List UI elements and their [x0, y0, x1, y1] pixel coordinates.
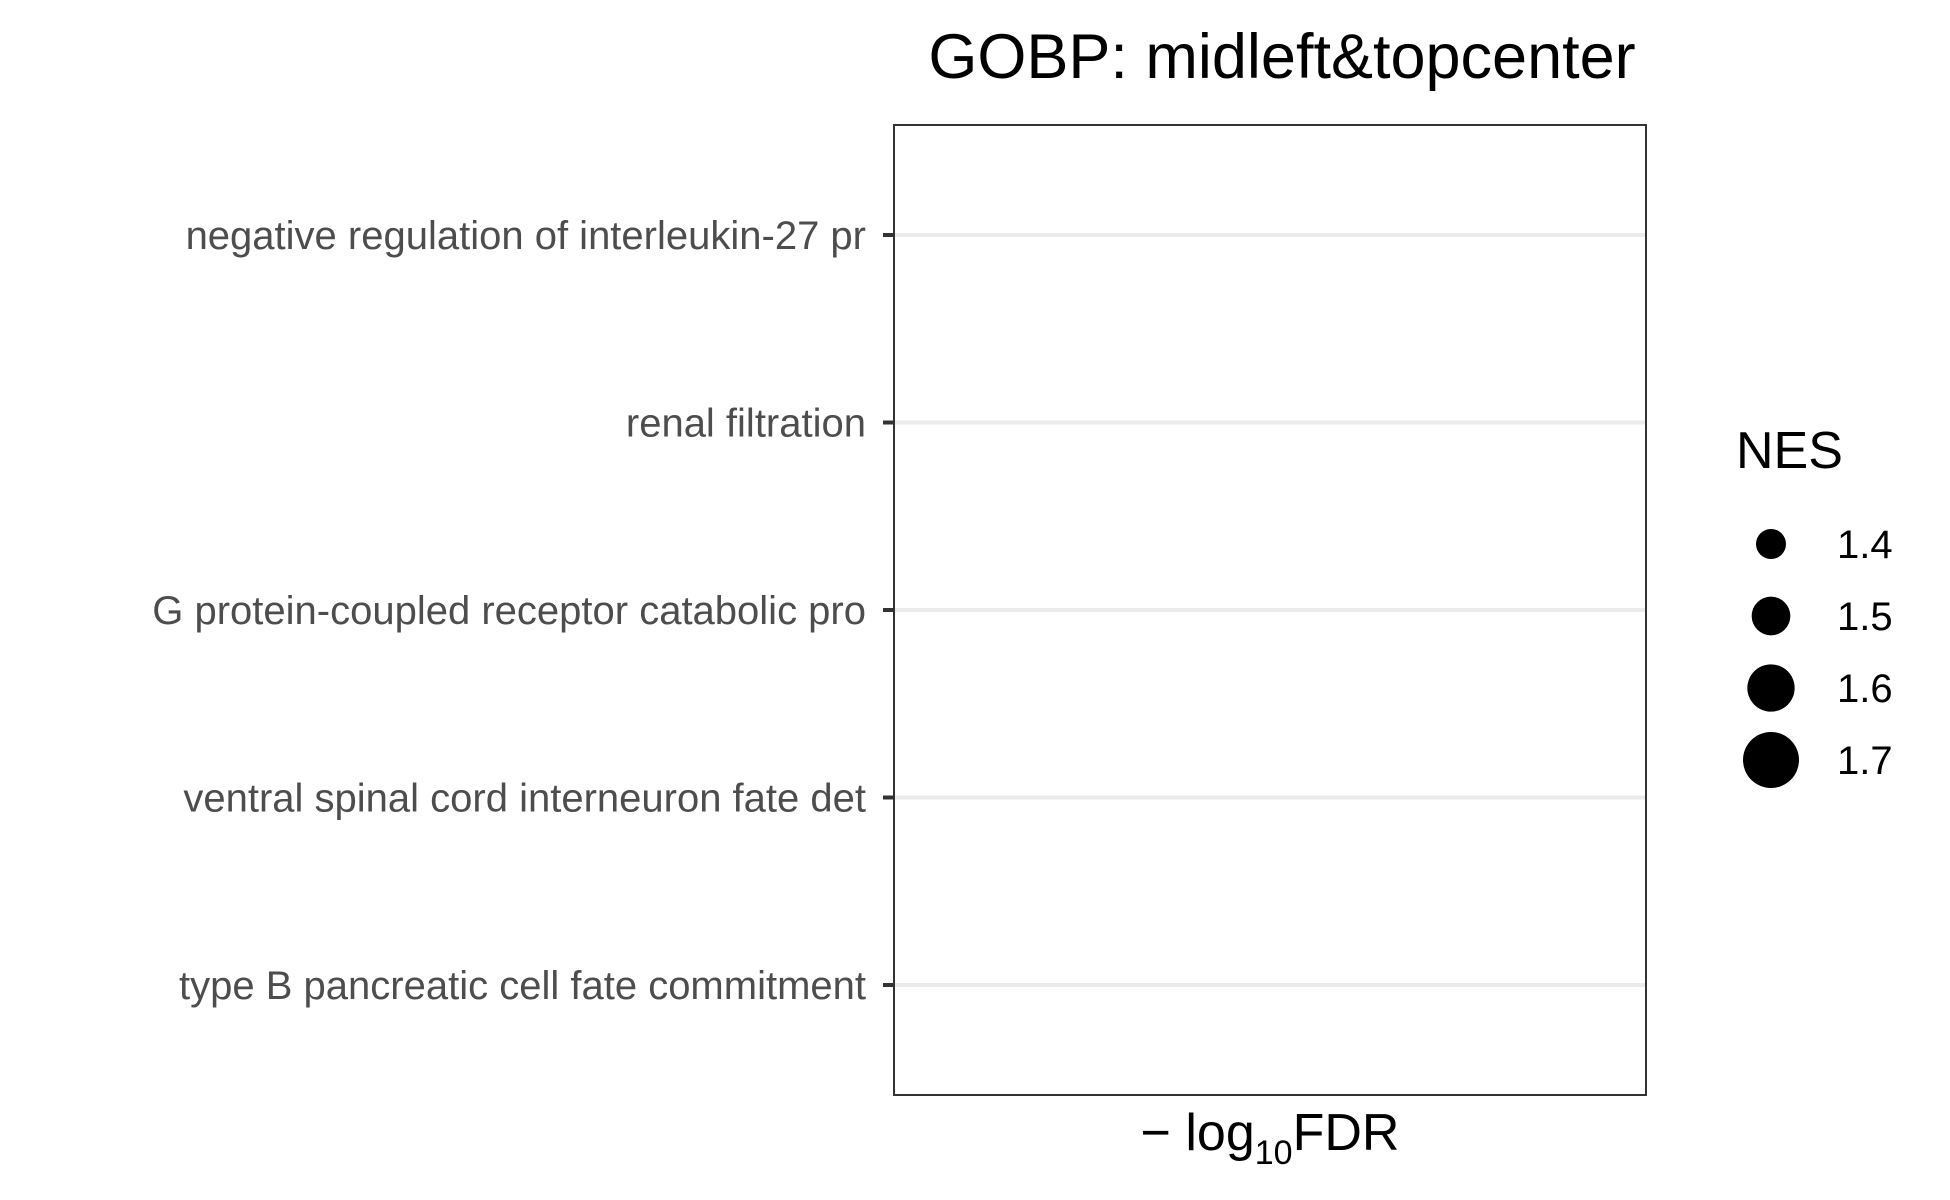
y-tick-label: G protein-coupled receptor catabolic pro [152, 589, 866, 633]
x-axis-title-subscript: 10 [1255, 1134, 1293, 1172]
y-axis: negative regulation of interleukin-27 pr… [152, 214, 894, 1008]
plot-panel [893, 124, 1647, 1096]
legend: NES 1.4 1.5 1.6 1.7 [1736, 422, 1893, 788]
legend-key-circle [1743, 732, 1799, 788]
y-tick-label: renal filtration [626, 402, 866, 446]
y-tick-label: negative regulation of interleukin-27 pr [186, 214, 866, 258]
legend-key-label: 1.6 [1837, 667, 1893, 711]
legend-key-label: 1.5 [1837, 595, 1893, 639]
y-tick-label: type B pancreatic cell fate commitment [179, 964, 866, 1008]
x-axis-title-suffix: FDR [1293, 1104, 1400, 1162]
legend-title: NES [1736, 422, 1843, 480]
x-axis-title-prefix: − log [1141, 1104, 1255, 1162]
legend-key-circle [1756, 529, 1786, 559]
gridlines [894, 233, 1646, 987]
legend-key-label: 1.7 [1837, 739, 1893, 783]
y-tick-label: ventral spinal cord interneuron fate det [183, 777, 866, 821]
legend-keys: 1.4 1.5 1.6 1.7 [1743, 523, 1893, 788]
legend-key-circle [1751, 596, 1791, 636]
chart-title: GOBP: midleft&topcenter [928, 22, 1635, 92]
legend-key-label: 1.4 [1837, 523, 1893, 567]
x-axis-title: − log10FDR [1141, 1104, 1400, 1172]
legend-key-circle [1747, 664, 1795, 712]
